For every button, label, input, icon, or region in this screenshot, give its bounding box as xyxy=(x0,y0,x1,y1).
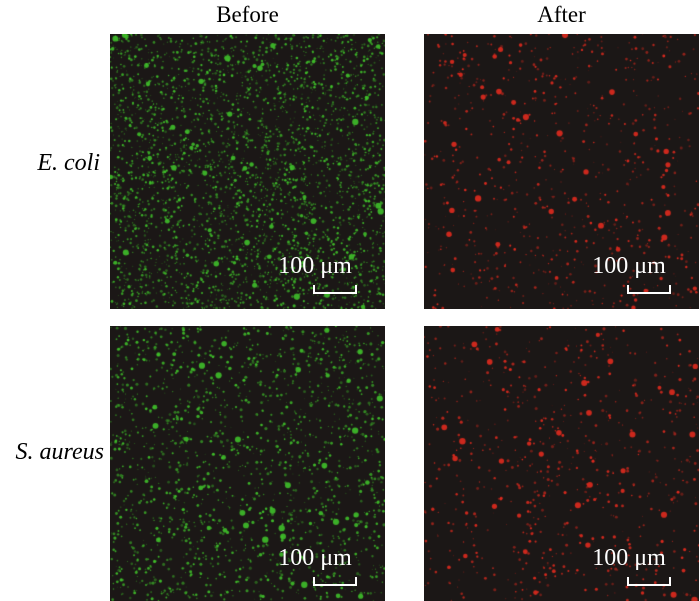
scale-bar-label: 100 μm xyxy=(278,253,352,279)
scale-bar-label: 100 μm xyxy=(592,545,666,571)
micrograph-saureus-before: 100 μm xyxy=(110,326,385,601)
column-title-before: Before xyxy=(216,2,279,27)
micrograph-image xyxy=(424,34,699,309)
micrograph-image xyxy=(110,326,385,601)
row-label-ecoli: E. coli xyxy=(37,150,100,176)
scale-bar xyxy=(627,577,671,586)
micrograph-image xyxy=(110,34,385,309)
row-label-saureus: S. aureus xyxy=(15,439,104,465)
micrograph-saureus-after: 100 μm xyxy=(424,326,699,601)
scale-bar xyxy=(627,285,671,294)
micrograph-ecoli-after: 100 μm xyxy=(424,34,699,309)
scale-bar-label: 100 μm xyxy=(278,545,352,571)
scale-bar xyxy=(313,577,357,586)
scale-bar-label: 100 μm xyxy=(592,253,666,279)
micrograph-image xyxy=(424,326,699,601)
micrograph-ecoli-before: 100 μm xyxy=(110,34,385,309)
column-title-after: After xyxy=(537,2,586,27)
scale-bar xyxy=(313,285,357,294)
